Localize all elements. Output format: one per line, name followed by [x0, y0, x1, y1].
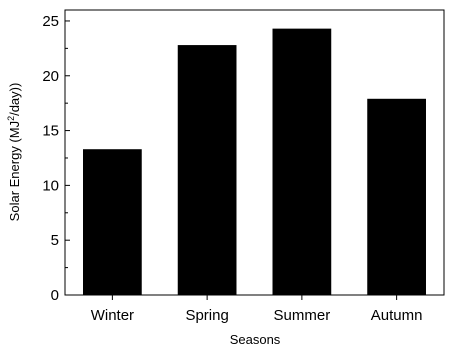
plot-frame [64, 9, 445, 296]
y-tick-label: 0 [51, 287, 59, 304]
bar-winter [83, 149, 142, 295]
y-tick-label: 10 [42, 177, 59, 194]
bar-summer [272, 28, 332, 295]
bar-spring [177, 45, 237, 295]
y-tick-label: 20 [42, 68, 59, 85]
bars-group [83, 28, 426, 295]
y-tick-label: 5 [51, 232, 59, 249]
y-tick-label: 15 [42, 123, 59, 140]
bar-autumn [367, 98, 426, 295]
y-axis-title-suffix: /day)) [7, 83, 22, 116]
x-tick-label: Summer [274, 307, 331, 324]
y-tick-label: 25 [42, 13, 59, 30]
x-tick-label: Autumn [371, 307, 423, 324]
y-axis-title: Solar Energy (MJ2/day)) [6, 83, 22, 222]
y-axis-title-prefix: Solar Energy (MJ [7, 121, 22, 221]
y-axis-ticks: 0 5 10 15 20 25 [42, 13, 70, 304]
y-axis-title-superscript: 2 [6, 116, 16, 121]
x-axis-title: Seasons [230, 332, 281, 347]
x-axis-ticks: Winter Spring Summer Autumn [91, 295, 423, 324]
x-tick-label: Spring [185, 307, 228, 324]
x-tick-label: Winter [91, 307, 134, 324]
